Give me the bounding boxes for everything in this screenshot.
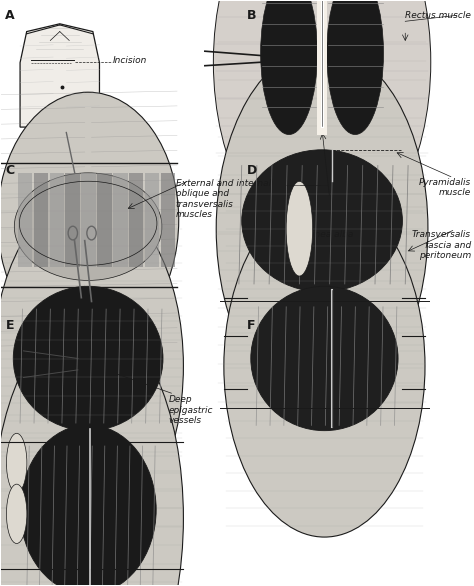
- Ellipse shape: [0, 315, 183, 586]
- Ellipse shape: [0, 92, 179, 347]
- Ellipse shape: [7, 433, 27, 493]
- Text: Pyramidalis
muscle: Pyramidalis muscle: [419, 178, 471, 197]
- Bar: [161, 173, 175, 267]
- Text: Linea alba: Linea alba: [307, 230, 353, 239]
- Ellipse shape: [14, 173, 162, 281]
- Bar: [97, 173, 111, 267]
- Ellipse shape: [286, 181, 313, 276]
- Text: Rectus muscle: Rectus muscle: [405, 11, 471, 21]
- Ellipse shape: [216, 47, 428, 410]
- Bar: [82, 173, 96, 267]
- Ellipse shape: [20, 425, 156, 586]
- Text: A: A: [5, 9, 15, 22]
- FancyBboxPatch shape: [3, 9, 220, 141]
- Text: F: F: [246, 319, 255, 332]
- Text: E: E: [5, 319, 14, 332]
- Ellipse shape: [251, 287, 398, 431]
- Text: D: D: [246, 165, 257, 178]
- Ellipse shape: [261, 0, 318, 135]
- Ellipse shape: [224, 195, 425, 537]
- Text: G: G: [5, 459, 16, 473]
- Ellipse shape: [0, 195, 183, 537]
- Ellipse shape: [7, 484, 27, 543]
- Text: B: B: [246, 9, 256, 22]
- Text: Incision: Incision: [113, 56, 147, 66]
- Bar: [18, 173, 32, 267]
- Ellipse shape: [13, 287, 163, 431]
- Ellipse shape: [213, 0, 431, 253]
- Bar: [145, 173, 159, 267]
- Bar: [113, 173, 128, 267]
- Text: C: C: [5, 165, 15, 178]
- Bar: [34, 173, 48, 267]
- Bar: [50, 173, 64, 267]
- Bar: [65, 173, 80, 267]
- Polygon shape: [20, 24, 100, 127]
- Bar: [318, 0, 327, 135]
- Text: Transversalis
fascia and
peritoneum: Transversalis fascia and peritoneum: [412, 230, 471, 260]
- Ellipse shape: [242, 150, 402, 292]
- Text: Deep
epigastric
vessels: Deep epigastric vessels: [168, 396, 213, 425]
- Text: External and internal
oblique and
transversalis
muscles: External and internal oblique and transv…: [175, 179, 271, 219]
- Bar: [129, 173, 144, 267]
- Ellipse shape: [327, 0, 383, 135]
